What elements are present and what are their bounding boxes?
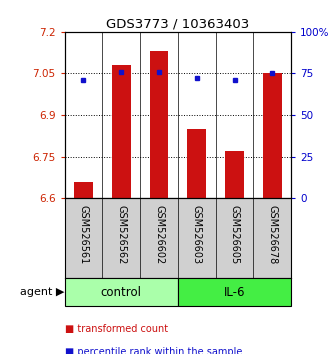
- Text: ■ transformed count: ■ transformed count: [65, 324, 168, 334]
- Title: GDS3773 / 10363403: GDS3773 / 10363403: [106, 18, 250, 31]
- Text: GSM526678: GSM526678: [267, 205, 277, 264]
- Bar: [65, 278, 178, 306]
- Text: IL-6: IL-6: [224, 286, 245, 298]
- Bar: [178, 278, 291, 306]
- Bar: [74, 182, 93, 198]
- Bar: [187, 129, 206, 198]
- Text: GSM526605: GSM526605: [230, 205, 240, 264]
- Text: GSM526561: GSM526561: [78, 205, 88, 264]
- Text: GSM526603: GSM526603: [192, 205, 202, 264]
- Text: GSM526602: GSM526602: [154, 205, 164, 264]
- Text: agent ▶: agent ▶: [20, 287, 65, 297]
- Bar: [263, 74, 282, 198]
- Bar: [225, 151, 244, 198]
- Text: GSM526562: GSM526562: [116, 205, 126, 264]
- Bar: [150, 51, 168, 198]
- Bar: [112, 65, 131, 198]
- Text: control: control: [101, 286, 142, 298]
- Text: ■ percentile rank within the sample: ■ percentile rank within the sample: [65, 347, 242, 354]
